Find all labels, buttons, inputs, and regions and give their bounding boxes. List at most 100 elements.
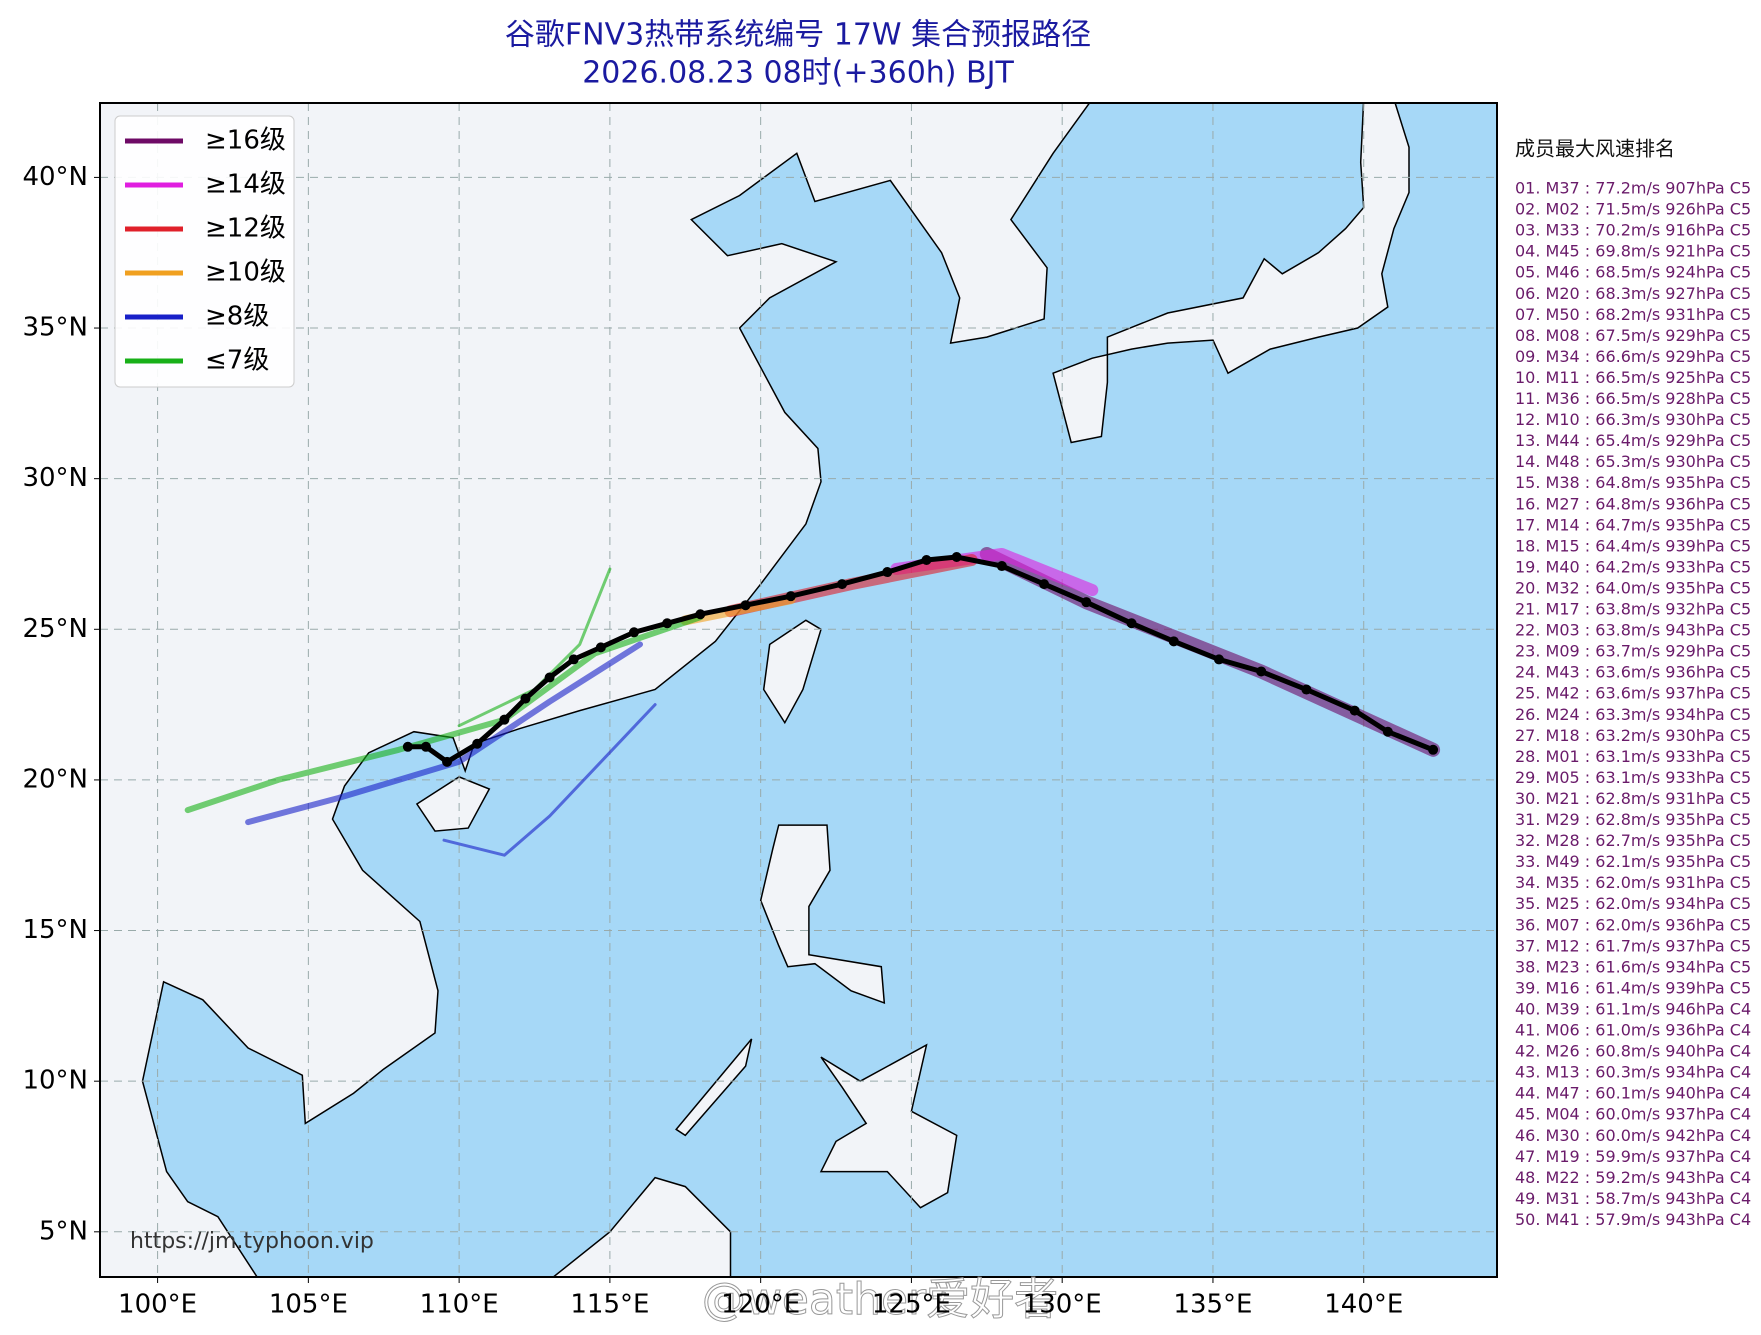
ranking-item: 26. M24 : 63.3m/s 934hPa C5	[1515, 705, 1751, 724]
ranking-item: 09. M34 : 66.6m/s 929hPa C5	[1515, 347, 1751, 366]
ranking-item: 40. M39 : 61.1m/s 946hPa C4	[1515, 999, 1751, 1018]
y-tick-label: 35°N	[22, 313, 88, 343]
track-point	[520, 693, 531, 704]
x-tick-label: 100°E	[118, 1290, 197, 1320]
track-point	[1168, 636, 1179, 647]
legend-label: ≥16级	[205, 126, 286, 156]
subtitle: 2026.08.23 08时(+360h) BJT	[582, 56, 1014, 91]
ranking-item: 21. M17 : 63.8m/s 932hPa C5	[1515, 600, 1751, 619]
y-tick-label: 30°N	[22, 463, 88, 493]
ranking-item: 14. M48 : 65.3m/s 930hPa C5	[1515, 452, 1751, 471]
ranking-item: 34. M35 : 62.0m/s 931hPa C5	[1515, 873, 1751, 892]
ranking-item: 41. M06 : 61.0m/s 936hPa C4	[1515, 1021, 1751, 1040]
track-point	[595, 642, 606, 653]
landmass	[675, 1038, 753, 1137]
legend-label: ≥10级	[205, 258, 286, 288]
ranking-item: 35. M25 : 62.0m/s 934hPa C5	[1515, 894, 1751, 913]
land	[100, 103, 1410, 1277]
mean-track	[402, 551, 1439, 767]
landmass	[819, 1043, 958, 1209]
track-point	[921, 555, 932, 566]
ranking-item: 22. M03 : 63.8m/s 943hPa C5	[1515, 621, 1751, 640]
ranking-item: 44. M47 : 60.1m/s 940hPa C4	[1515, 1084, 1751, 1103]
track-point	[996, 561, 1007, 572]
ranking-item: 25. M42 : 63.6m/s 937hPa C5	[1515, 684, 1751, 703]
ranking-item: 39. M16 : 61.4m/s 939hPa C5	[1515, 978, 1751, 997]
track-point	[1301, 684, 1312, 695]
x-tick-label: 110°E	[420, 1290, 499, 1320]
y-tick-label: 20°N	[22, 764, 88, 794]
y-tick-label: 40°N	[22, 162, 88, 192]
x-tick-label: 120°E	[721, 1290, 800, 1320]
ranking-item: 46. M30 : 60.0m/s 942hPa C4	[1515, 1126, 1751, 1145]
ranking-item: 01. M37 : 77.2m/s 907hPa C5	[1515, 179, 1751, 198]
track-point	[402, 741, 413, 752]
landmass	[100, 103, 1091, 1277]
ranking-item: 29. M05 : 63.1m/s 933hPa C5	[1515, 768, 1751, 787]
track-point	[472, 738, 483, 749]
ranking-item: 28. M01 : 63.1m/s 933hPa C5	[1515, 747, 1751, 766]
landmass	[1052, 103, 1410, 444]
legend: ≥16级 ≥14级 ≥12级 ≥10级 ≥8级 ≤7级	[125, 126, 286, 376]
track-point	[442, 756, 453, 767]
track-point	[882, 567, 893, 578]
ranking-item: 15. M38 : 64.8m/s 935hPa C5	[1515, 473, 1751, 492]
frame	[99, 102, 1498, 1278]
track-point	[785, 591, 796, 602]
track-point	[662, 618, 673, 629]
ranking-item: 19. M40 : 64.2m/s 933hPa C5	[1515, 557, 1751, 576]
member-band	[245, 641, 643, 826]
x-tick-label: 125°E	[872, 1290, 951, 1320]
x-tick-label: 105°E	[269, 1290, 348, 1320]
track-point	[1349, 705, 1360, 716]
ranking-item: 30. M21 : 62.8m/s 931hPa C5	[1515, 789, 1751, 808]
landmass	[759, 824, 886, 1005]
track-point	[499, 714, 510, 725]
ranking-title: 成员最大风速排名	[1515, 137, 1675, 161]
track-point	[1382, 726, 1393, 737]
source: https://jm.typhoon.vip	[130, 1229, 374, 1254]
member-band	[184, 614, 704, 814]
y-tick-label: 10°N	[22, 1066, 88, 1096]
ranking-item: 04. M45 : 69.8m/s 921hPa C5	[1515, 242, 1751, 261]
ranking-item: 18. M15 : 64.4m/s 939hPa C5	[1515, 536, 1751, 555]
ranking-item: 38. M23 : 61.6m/s 934hPa C5	[1515, 957, 1751, 976]
ranking-item: 23. M09 : 63.7m/s 929hPa C5	[1515, 642, 1751, 661]
ranking-item: 36. M07 : 62.0m/s 936hPa C5	[1515, 915, 1751, 934]
ranking-item: 13. M44 : 65.4m/s 929hPa C5	[1515, 431, 1751, 450]
ranking-item: 47. M19 : 59.9m/s 937hPa C4	[1515, 1147, 1751, 1166]
x-tick-label: 140°E	[1324, 1290, 1403, 1320]
y-tick-label: 5°N	[39, 1216, 88, 1246]
y-tick-label: 25°N	[22, 614, 88, 644]
ranking-item: 27. M18 : 63.2m/s 930hPa C5	[1515, 726, 1751, 745]
ranking-item: 31. M29 : 62.8m/s 935hPa C5	[1515, 810, 1751, 829]
track-point	[1428, 744, 1439, 755]
x-tick-label: 130°E	[1023, 1290, 1102, 1320]
track-point	[740, 600, 751, 611]
ranking-item: 49. M31 : 58.7m/s 943hPa C4	[1515, 1189, 1751, 1208]
ranking-item: 05. M46 : 68.5m/s 924hPa C5	[1515, 263, 1751, 282]
member-band	[457, 567, 612, 728]
ranking-item: 12. M10 : 66.3m/s 930hPa C5	[1515, 410, 1751, 429]
legend-label: ≥14级	[205, 170, 286, 200]
ranking-item: 07. M50 : 68.2m/s 931hPa C5	[1515, 305, 1751, 324]
track-point	[951, 551, 962, 562]
ranking-item: 16. M27 : 64.8m/s 936hPa C5	[1515, 494, 1751, 513]
ranking-item: 50. M41 : 57.9m/s 943hPa C4	[1515, 1210, 1751, 1229]
legend-label: ≥12级	[205, 214, 286, 244]
track-point	[1256, 666, 1267, 677]
track-point	[420, 741, 431, 752]
ranking-item: 24. M43 : 63.6m/s 936hPa C5	[1515, 663, 1751, 682]
member-band	[442, 703, 657, 857]
ranking-item: 32. M28 : 62.7m/s 935hPa C5	[1515, 831, 1751, 850]
title: 谷歌FNV3热带系统编号 17W 集合预报路径	[505, 18, 1091, 53]
track-point	[837, 579, 848, 590]
legend-label: ≥8级	[205, 302, 269, 332]
ranking-item: 10. M11 : 66.5m/s 925hPa C5	[1515, 368, 1751, 387]
ranking-item: 03. M33 : 70.2m/s 916hPa C5	[1515, 221, 1751, 240]
ranking: 01. M37 : 77.2m/s 907hPa C5 02. M02 : 71.…	[1515, 179, 1751, 1229]
ranking-item: 06. M20 : 68.3m/s 927hPa C5	[1515, 284, 1751, 303]
